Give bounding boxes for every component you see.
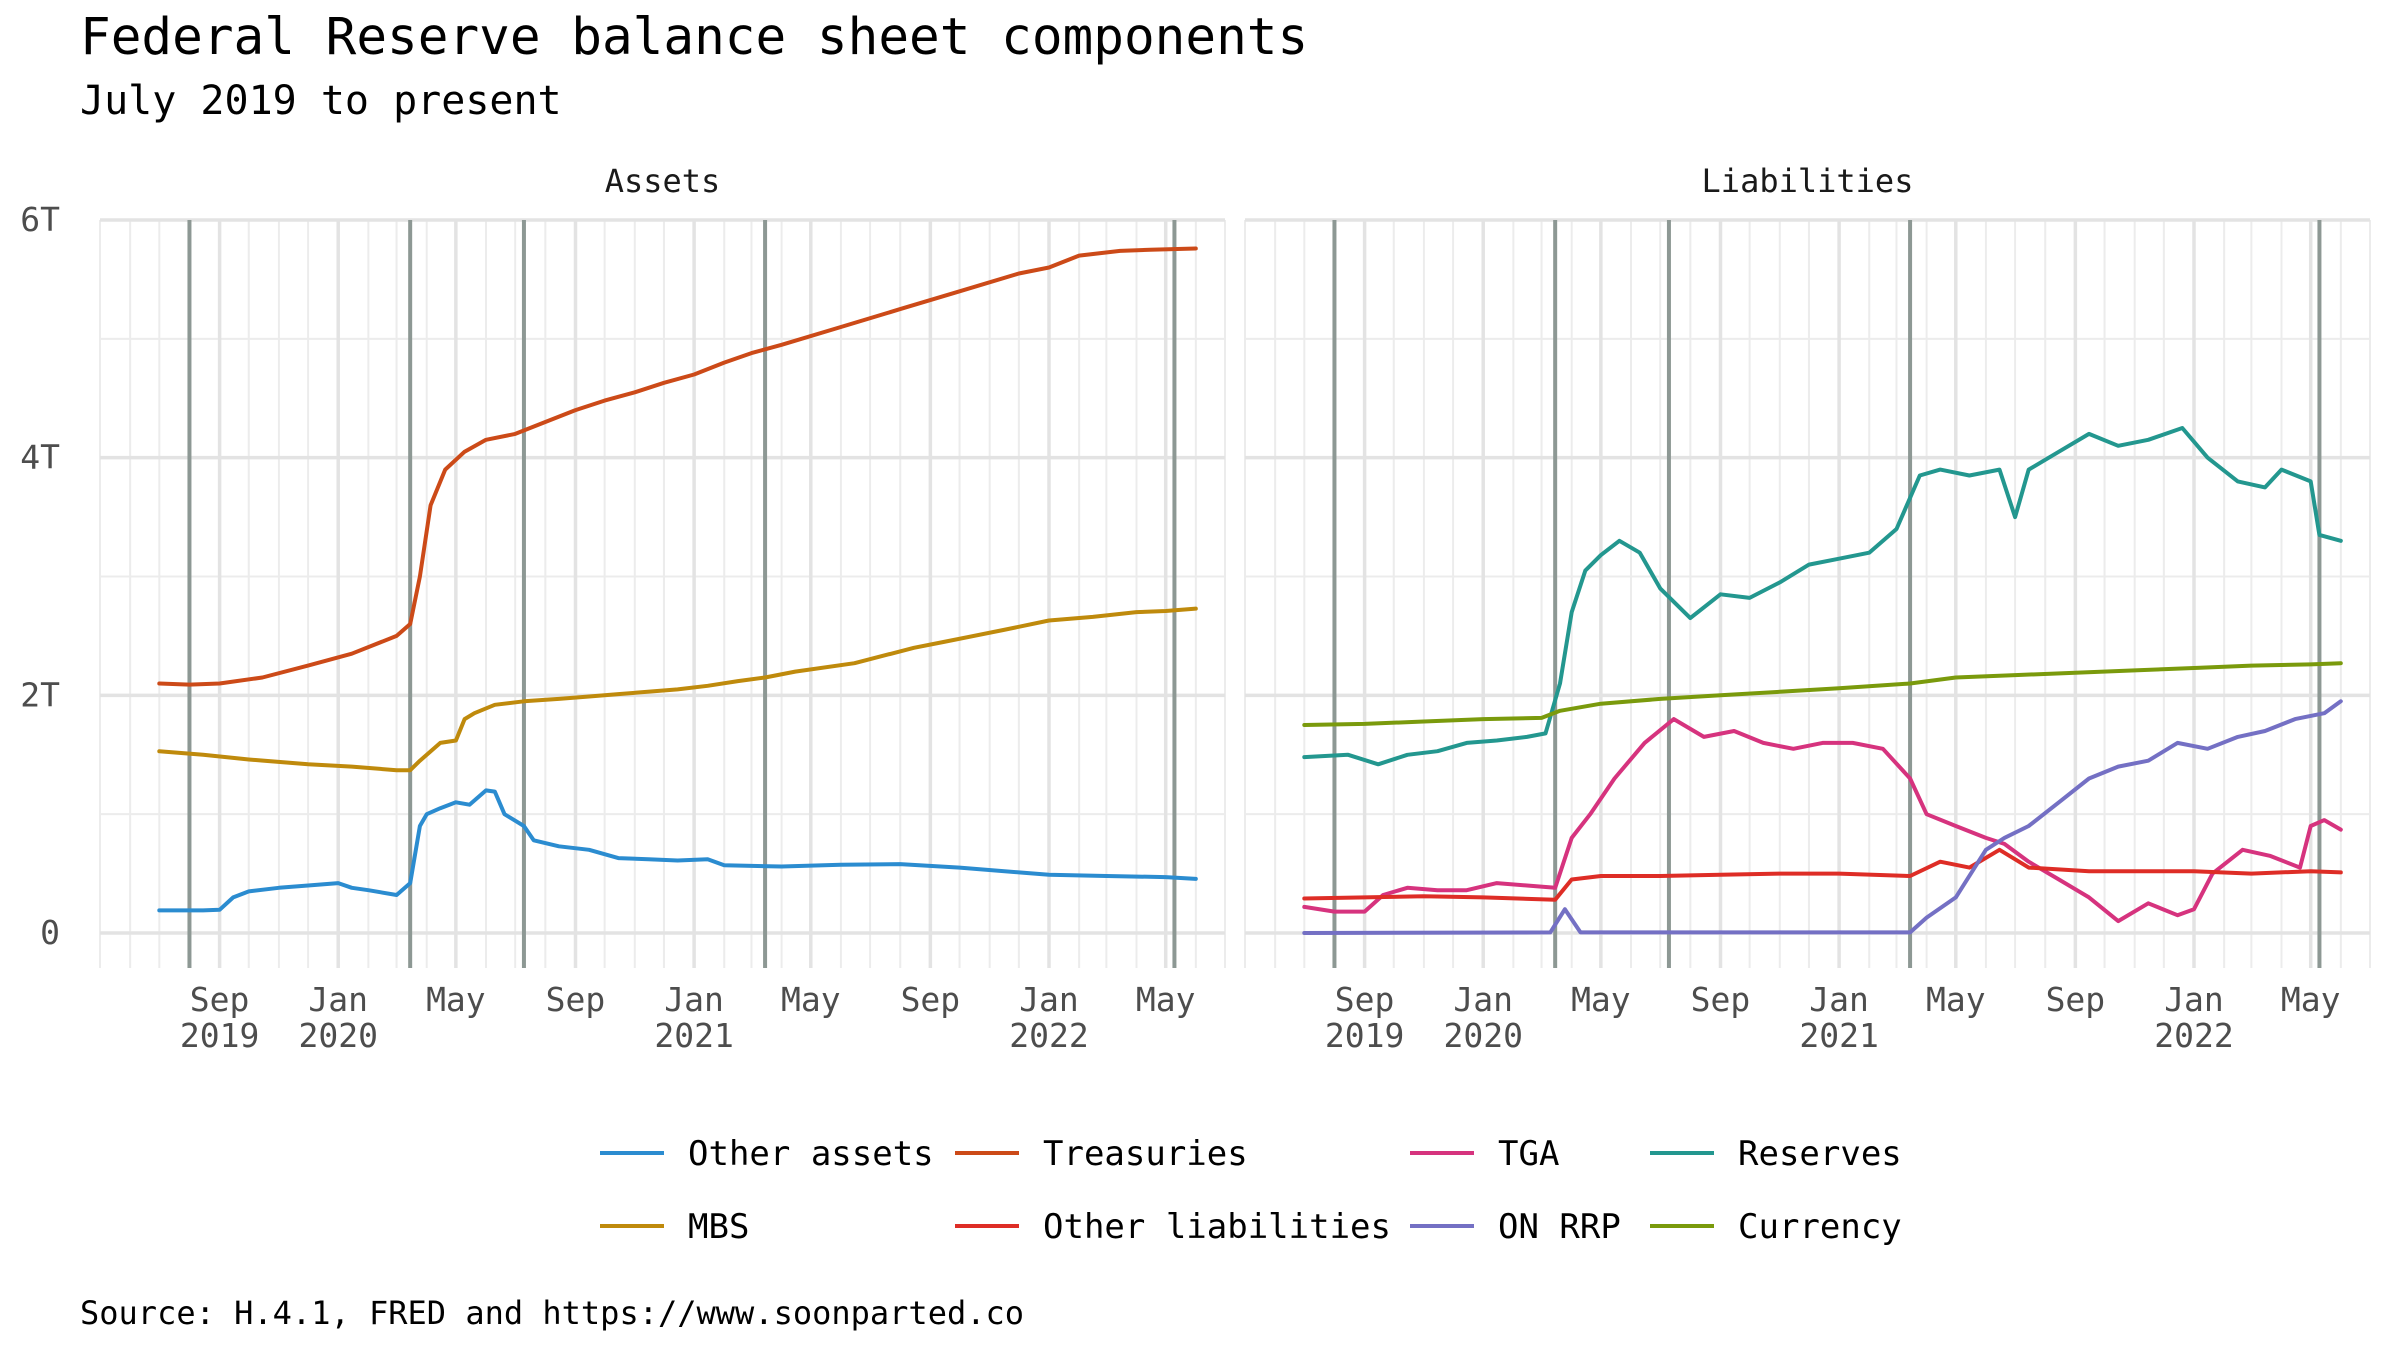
x-tick-label: 2020	[1443, 1016, 1522, 1055]
x-tick-label: 2021	[654, 1016, 733, 1055]
x-tick-label: Sep	[1691, 980, 1751, 1019]
legend-item-tga: TGA	[1410, 1134, 1559, 1174]
x-tick-label: May	[426, 980, 486, 1019]
series-line-mbs	[157, 606, 1198, 773]
x-tick-label: Sep	[2046, 980, 2106, 1019]
chart-subtitle: July 2019 to present	[80, 78, 562, 124]
legend-item-other-liabilities: Other liabilities	[955, 1207, 1391, 1247]
legend-label: TGA	[1498, 1134, 1559, 1174]
source-caption: Source: H.4.1, FRED and https://www.soon…	[80, 1294, 1025, 1332]
legend-label: Reserves	[1738, 1134, 1902, 1174]
x-tick-label: Sep	[546, 980, 606, 1019]
legend: Other assets Treasuries TGA Reserves MBS Othe…	[600, 1134, 1902, 1247]
series-line-treasuries	[157, 246, 1198, 687]
chart-title: Federal Reserve balance sheet components	[80, 8, 1309, 67]
x-tick-label: Jan	[664, 980, 724, 1019]
x-tick-label: May	[2281, 980, 2341, 1019]
x-tick-label: 2022	[2154, 1016, 2233, 1055]
legend-label: Currency	[1738, 1207, 1902, 1247]
legend-item-currency: Currency	[1650, 1207, 1902, 1247]
series-line-other-liabilities	[1302, 847, 2343, 902]
x-tick-label: 2020	[298, 1016, 377, 1055]
legend-item-other-assets: Other assets	[600, 1134, 934, 1174]
panel-strip-label: Liabilities	[1702, 162, 1914, 200]
legend-label: ON RRP	[1498, 1207, 1621, 1247]
x-tick-label: Sep	[190, 980, 250, 1019]
x-tick-label: 2022	[1009, 1016, 1088, 1055]
legend-item-treasuries: Treasuries	[955, 1134, 1248, 1174]
x-tick-label: May	[781, 980, 841, 1019]
series-line-currency	[1302, 661, 2343, 727]
x-tick-label: May	[1136, 980, 1196, 1019]
x-tick-label: Jan	[1453, 980, 1513, 1019]
y-tick-label: 2T	[20, 675, 60, 714]
legend-item-mbs: MBS	[600, 1207, 749, 1247]
x-tick-label: Jan	[1019, 980, 1079, 1019]
series-line-on-rrp	[1302, 699, 2343, 935]
panel-strip-label: Assets	[605, 162, 721, 200]
x-tick-label: 2019	[1325, 1016, 1404, 1055]
legend-label: Other liabilities	[1043, 1207, 1391, 1247]
x-tick-label: May	[1926, 980, 1986, 1019]
x-tick-label: 2021	[1799, 1016, 1878, 1055]
x-tick-label: 2019	[180, 1016, 259, 1055]
x-tick-label: Sep	[1335, 980, 1395, 1019]
legend-label: MBS	[688, 1207, 749, 1247]
legend-label: Treasuries	[1043, 1134, 1248, 1174]
series-line-other-assets	[157, 788, 1198, 913]
legend-label: Other assets	[688, 1134, 934, 1174]
series-line-tga	[1302, 717, 2343, 924]
x-tick-label: Jan	[1809, 980, 1869, 1019]
y-tick-label: 0	[40, 913, 60, 952]
x-tick-label: May	[1571, 980, 1631, 1019]
x-tick-label: Jan	[2164, 980, 2224, 1019]
y-tick-label: 4T	[20, 438, 60, 477]
y-tick-label: 6T	[20, 200, 60, 239]
x-tick-label: Jan	[308, 980, 368, 1019]
legend-item-on-rrp: ON RRP	[1410, 1207, 1621, 1247]
series-line-reserves	[1302, 426, 2343, 767]
legend-item-reserves: Reserves	[1650, 1134, 1902, 1174]
x-tick-label: Sep	[901, 980, 961, 1019]
